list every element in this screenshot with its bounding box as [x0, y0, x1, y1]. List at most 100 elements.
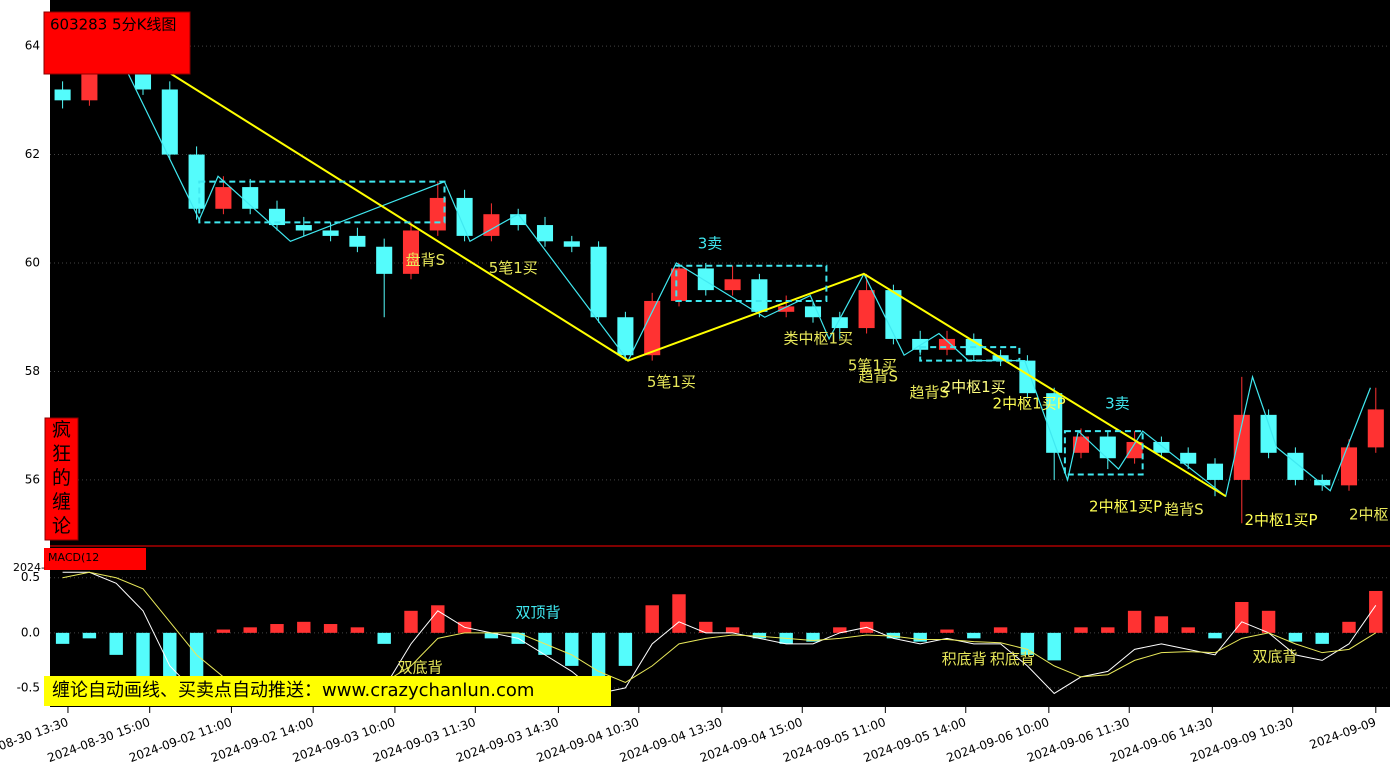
candle-body	[1233, 414, 1250, 480]
macd-bar	[1127, 610, 1142, 633]
candle-body	[804, 306, 822, 318]
annotation: 2中枢	[1349, 506, 1389, 524]
macd-bar	[55, 632, 70, 644]
chart-title: 603283 5分K线图	[50, 16, 176, 34]
macd-bar	[1261, 610, 1276, 633]
side-label-box	[44, 417, 79, 541]
annotation: 3卖	[1105, 395, 1130, 413]
macd-title: MACD(12	[48, 551, 99, 564]
annotation: 5笔1买	[848, 357, 897, 375]
candle-body	[1206, 463, 1224, 480]
y-tick-label: 56	[25, 472, 40, 486]
banner: 缠论自动画线、买卖点自动推送：www.crazychanlun.com	[52, 680, 534, 701]
candle-body	[885, 290, 902, 339]
annotation: 积底背	[990, 650, 1035, 668]
macd-bar	[1315, 632, 1329, 644]
annotation: 趋背S	[1164, 500, 1204, 518]
macd-bar	[886, 632, 901, 639]
candle-body	[349, 235, 366, 247]
macd-bar	[591, 632, 606, 683]
candle-body	[295, 225, 312, 231]
candle-body	[322, 230, 339, 236]
bi-line	[108, 34, 1371, 498]
candle-body	[510, 214, 527, 226]
candle-body	[644, 300, 661, 356]
macd-bar	[833, 627, 847, 633]
pivot-box	[675, 264, 828, 302]
candle-body	[1340, 447, 1358, 486]
macd-bar	[940, 629, 954, 633]
y-tick-label: 0.0	[21, 625, 40, 639]
annotation: 2中枢1买P	[1244, 511, 1317, 529]
y-tick-label: 0.5	[21, 570, 40, 584]
candle-body	[938, 338, 956, 350]
macd-bar	[672, 594, 686, 633]
macd-bar	[699, 621, 713, 633]
candle-body	[831, 317, 848, 329]
macd-bar	[967, 632, 981, 639]
candle-body	[1180, 452, 1197, 464]
annotation: 积底背	[942, 650, 987, 668]
candle-body	[617, 317, 634, 356]
candle-body	[1099, 436, 1116, 459]
candle-body	[778, 306, 795, 312]
candle-body	[536, 225, 554, 242]
macd-bar	[1074, 627, 1088, 633]
macd-bar	[404, 610, 418, 633]
macd-bar	[1208, 632, 1222, 639]
macd-bar	[270, 624, 284, 633]
candle-body	[858, 290, 875, 329]
candle-body	[483, 214, 500, 236]
candle-body	[376, 246, 393, 274]
candle-body	[242, 187, 259, 209]
macd-bar	[752, 632, 767, 639]
annotation: 2中枢1买P	[1089, 498, 1162, 516]
annotation: 趋背S	[859, 367, 899, 385]
macd-bar	[913, 632, 927, 642]
y-tick-label: 58	[25, 364, 40, 378]
corner-label: 2024-	[13, 561, 45, 574]
macd-bar	[350, 627, 365, 633]
y-tick-label: 60	[25, 256, 40, 270]
macd-bar	[136, 632, 150, 677]
candle-body	[54, 89, 71, 101]
macd-bar	[993, 627, 1008, 633]
macd-title-box	[44, 548, 146, 570]
candle-body	[697, 268, 714, 291]
candle-body	[724, 279, 741, 291]
candle-body	[1072, 436, 1090, 453]
macd-bar	[645, 605, 659, 633]
macd-bar	[109, 632, 123, 655]
pivot-box	[919, 346, 1021, 362]
macd-bar	[725, 627, 740, 633]
candle-body	[188, 154, 205, 209]
macd-bar	[806, 632, 820, 642]
candle-body	[1260, 414, 1277, 453]
macd-bar	[1154, 616, 1169, 633]
annotation: 双顶背	[516, 604, 561, 622]
candle-body	[402, 230, 420, 274]
macd-bar	[82, 632, 97, 639]
pivot-box	[198, 180, 446, 224]
banner-box	[44, 676, 611, 706]
macd-bar	[323, 624, 338, 633]
title-box	[43, 11, 191, 75]
candle-body	[429, 197, 446, 231]
annotation: 类中枢1买	[784, 329, 854, 347]
candle-body	[1153, 441, 1170, 453]
candle-body	[1126, 441, 1143, 459]
macd-bar	[243, 627, 257, 633]
y-tick-label: -0.5	[17, 680, 40, 694]
candle-body	[670, 268, 688, 301]
candle-body	[456, 197, 473, 236]
annotation: 双底背	[1253, 648, 1298, 666]
candle-body	[751, 279, 768, 312]
candle-body	[590, 246, 607, 318]
annotation: 2中枢1买	[942, 378, 1006, 396]
macd-bar	[216, 629, 231, 633]
macd-bar	[1181, 627, 1195, 633]
annotation: 双底背	[398, 659, 443, 677]
annotation: 2中枢1买P	[993, 395, 1066, 413]
y-tick-label: 62	[25, 147, 40, 161]
